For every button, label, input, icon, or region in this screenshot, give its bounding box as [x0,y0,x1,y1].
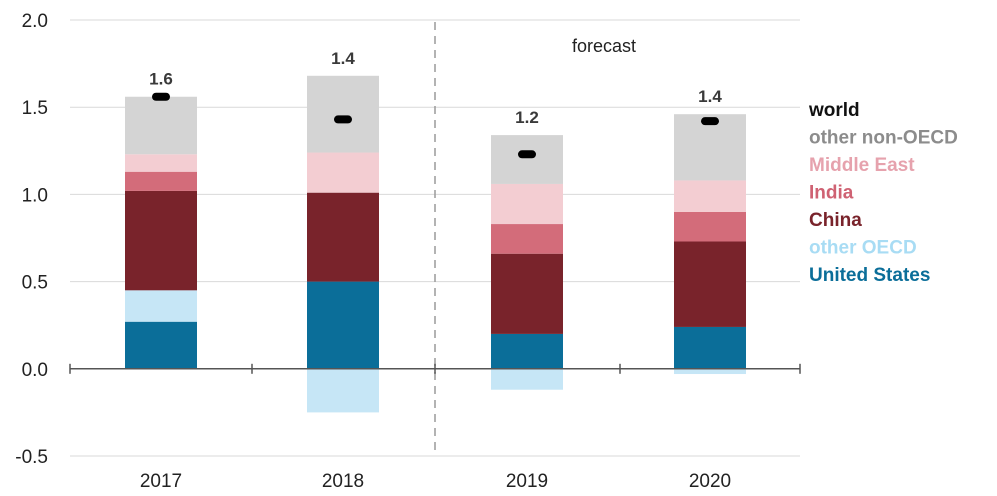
bar-segment [125,171,197,191]
y-tick-label: 1.0 [22,185,48,206]
bar-segment [491,224,563,254]
legend-item: China [809,210,862,231]
total-label: 1.6 [149,70,173,89]
bar-segment [674,211,746,242]
bar-segment [307,75,379,153]
legend: world other non-OECD Middle East India China… [808,100,958,286]
legend-item: other non-OECD [809,128,958,149]
total-labels: 1.6 1.4 1.2 1.4 [149,49,722,127]
bar-segment [674,180,746,212]
bar-segment [307,368,379,413]
legend-item: United States [809,265,930,286]
y-tick-label: -0.5 [15,447,48,468]
x-tick-label: 2020 [689,471,731,492]
forecast-label: forecast [572,36,636,56]
bar-segment [125,190,197,291]
bar-segment [307,192,379,282]
x-axis-tick-labels: 2017 2018 2019 2020 [140,471,731,492]
bar-segment [125,290,197,322]
y-tick-label: 1.5 [22,98,48,119]
y-tick-label: 2.0 [22,11,48,32]
bar-segment [491,333,563,369]
bar-segment [674,114,746,181]
total-label: 1.4 [331,49,355,68]
bar-segment [307,152,379,193]
bar-segment [125,321,197,369]
world-marker [518,150,536,159]
x-axis [69,363,801,374]
bar-segment [125,154,197,172]
bar-segment [125,96,197,155]
world-marker [701,117,719,126]
bar-segment [491,135,563,184]
y-tick-label: 0.5 [22,273,48,294]
bars [125,75,746,413]
world-marker [334,115,352,124]
bar-segment [491,253,563,334]
legend-item: Middle East [809,155,915,176]
y-tick-label: 0.0 [22,360,48,381]
bar-segment [674,326,746,369]
legend-item: India [809,183,854,204]
bar-segment [674,368,746,375]
bar-segment [491,368,563,390]
x-tick-label: 2017 [140,471,182,492]
total-label: 1.4 [698,87,722,106]
bar-segment [491,183,563,225]
legend-item: other OECD [809,238,917,259]
legend-item: world [808,100,860,121]
world-markers [152,92,719,159]
x-tick-label: 2018 [322,471,364,492]
y-axis-tick-labels: -0.5 0.0 0.5 1.0 1.5 2.0 [15,11,48,468]
total-label: 1.2 [515,108,539,127]
bar-segment [674,241,746,327]
bar-segment [307,281,379,369]
world-marker [152,92,170,101]
x-tick-label: 2019 [506,471,548,492]
